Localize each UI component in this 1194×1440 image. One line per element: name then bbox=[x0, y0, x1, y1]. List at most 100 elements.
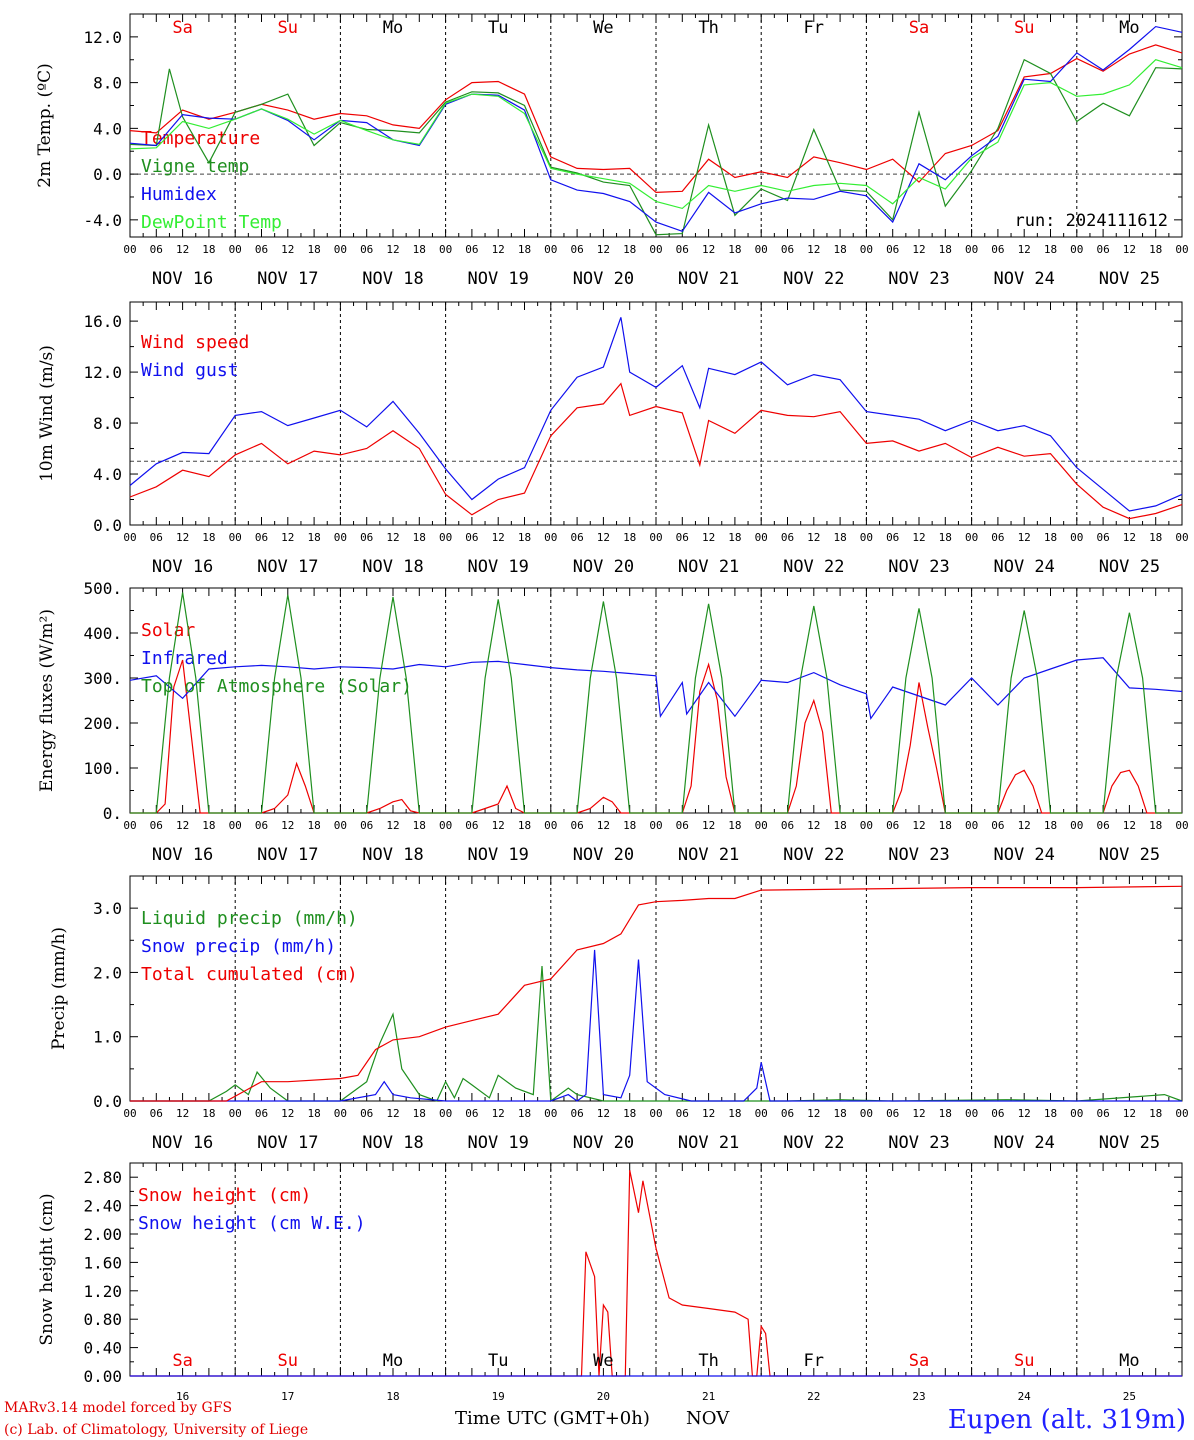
day-number: 22 bbox=[807, 1390, 820, 1403]
date-label: NOV 20 bbox=[573, 845, 634, 865]
hour-label: 06 bbox=[1096, 531, 1109, 544]
date-label: NOV 24 bbox=[993, 557, 1054, 577]
y-tick-label: 500. bbox=[83, 579, 122, 598]
day-number: 20 bbox=[597, 1390, 610, 1403]
y-tick-label: 3.0 bbox=[93, 899, 122, 918]
hour-label: 06 bbox=[465, 819, 478, 832]
legend-entry: Wind gust bbox=[141, 360, 239, 381]
day-number: 19 bbox=[492, 1390, 505, 1403]
hour-label: 12 bbox=[597, 243, 610, 256]
date-label: NOV 20 bbox=[573, 269, 634, 289]
hour-label: 18 bbox=[939, 1107, 952, 1120]
hour-label: 12 bbox=[1123, 1107, 1136, 1120]
hour-label: 18 bbox=[833, 243, 846, 256]
hour-label: 12 bbox=[912, 819, 925, 832]
date-label: NOV 22 bbox=[783, 1133, 844, 1153]
location-title: Eupen (alt. 319m) bbox=[948, 1405, 1186, 1435]
hour-label: 18 bbox=[939, 819, 952, 832]
day-name: Mo bbox=[383, 18, 403, 38]
hour-label-final: 00 bbox=[1175, 531, 1188, 544]
hour-label: 00 bbox=[649, 819, 662, 832]
date-label: NOV 25 bbox=[1099, 1133, 1160, 1153]
hour-label: 06 bbox=[886, 243, 899, 256]
y-axis-label: Energy fluxes (W/m²) bbox=[37, 609, 57, 792]
hour-label: 12 bbox=[492, 531, 505, 544]
hour-label: 12 bbox=[1123, 531, 1136, 544]
run-annotation: run: 2024111612 bbox=[1014, 211, 1168, 231]
hour-label: 18 bbox=[728, 531, 741, 544]
day-name: Sa bbox=[909, 18, 929, 38]
hour-label: 06 bbox=[255, 531, 268, 544]
date-label: NOV 23 bbox=[888, 845, 949, 865]
hour-label: 12 bbox=[702, 819, 715, 832]
date-label: NOV 21 bbox=[678, 1133, 739, 1153]
hour-label: 18 bbox=[202, 243, 215, 256]
hour-label: 00 bbox=[229, 819, 242, 832]
panel-5: 0.00 0.40 0.80 1.20 1.60 2.00 2.40 2.80 Snow hei… bbox=[37, 1162, 1183, 1403]
y-tick-label: 0.40 bbox=[83, 1339, 122, 1358]
hour-label: 00 bbox=[229, 531, 242, 544]
y-tick-label: 2.0 bbox=[93, 963, 122, 982]
hour-label: 00 bbox=[334, 243, 347, 256]
y-tick-label: 16.0 bbox=[83, 312, 122, 331]
y-tick-label: 0.0 bbox=[93, 1092, 122, 1111]
legend-entry: Snow precip (mm/h) bbox=[141, 936, 336, 957]
hour-label: 00 bbox=[439, 819, 452, 832]
hour-label: 12 bbox=[597, 531, 610, 544]
hour-label: 18 bbox=[833, 531, 846, 544]
hour-label: 18 bbox=[202, 531, 215, 544]
hour-label: 06 bbox=[570, 531, 583, 544]
hour-label: 06 bbox=[570, 243, 583, 256]
plot-frame bbox=[129, 13, 1183, 238]
hour-label: 06 bbox=[255, 819, 268, 832]
hour-label: 12 bbox=[807, 531, 820, 544]
hour-label: 06 bbox=[991, 1107, 1004, 1120]
hour-label: 06 bbox=[781, 1107, 794, 1120]
date-label: NOV 19 bbox=[467, 269, 528, 289]
hour-label: 00 bbox=[649, 531, 662, 544]
hour-label: 18 bbox=[307, 243, 320, 256]
footer-group: MARv3.14 model forced by GFS (c) Lab. of… bbox=[4, 1400, 1186, 1438]
y-tick-label: 300. bbox=[83, 669, 122, 688]
date-label: NOV 21 bbox=[678, 269, 739, 289]
hour-label: 18 bbox=[1149, 531, 1162, 544]
hour-label: 12 bbox=[386, 819, 399, 832]
hour-label: 06 bbox=[1096, 243, 1109, 256]
hour-label: 00 bbox=[1070, 531, 1083, 544]
y-tick-label: 2.00 bbox=[83, 1225, 122, 1244]
hour-label: 06 bbox=[991, 243, 1004, 256]
copyright-credit: (c) Lab. of Climatology, University of L… bbox=[4, 1422, 308, 1438]
hour-label: 06 bbox=[781, 531, 794, 544]
hour-label: 18 bbox=[728, 243, 741, 256]
y-tick-label: 4.0 bbox=[93, 119, 122, 138]
date-label: NOV 17 bbox=[257, 1133, 318, 1153]
y-tick-label: 0.0 bbox=[93, 165, 122, 184]
day-name: Fr bbox=[804, 1351, 824, 1371]
legend-entry: Total cumulated (cm) bbox=[141, 964, 358, 985]
day-name: Su bbox=[1014, 18, 1034, 38]
date-label: NOV 25 bbox=[1099, 269, 1160, 289]
hour-label: 06 bbox=[150, 1107, 163, 1120]
hour-label: 06 bbox=[991, 531, 1004, 544]
series-line-solar bbox=[130, 659, 1182, 814]
legend-entry: Humidex bbox=[141, 184, 217, 205]
hour-label: 18 bbox=[307, 531, 320, 544]
hour-label: 06 bbox=[676, 1107, 689, 1120]
hour-label: 00 bbox=[123, 243, 136, 256]
day-name: Mo bbox=[1119, 18, 1139, 38]
hour-label: 00 bbox=[755, 819, 768, 832]
hour-label: 12 bbox=[176, 819, 189, 832]
hour-label: 06 bbox=[1096, 1107, 1109, 1120]
series-line-total-cumulated-cm- bbox=[130, 885, 1183, 1102]
y-tick-label: 2.40 bbox=[83, 1197, 122, 1216]
hour-label: 00 bbox=[544, 1107, 557, 1120]
hour-label: 18 bbox=[518, 531, 531, 544]
hour-label: 12 bbox=[281, 531, 294, 544]
hour-label-final: 00 bbox=[1175, 243, 1188, 256]
y-tick-label: 1.20 bbox=[83, 1282, 122, 1301]
hour-label: 18 bbox=[623, 819, 636, 832]
hour-label: 06 bbox=[360, 243, 373, 256]
hour-label: 12 bbox=[386, 243, 399, 256]
model-credit: MARv3.14 model forced by GFS bbox=[4, 1400, 232, 1416]
date-label: NOV 16 bbox=[152, 1133, 213, 1153]
